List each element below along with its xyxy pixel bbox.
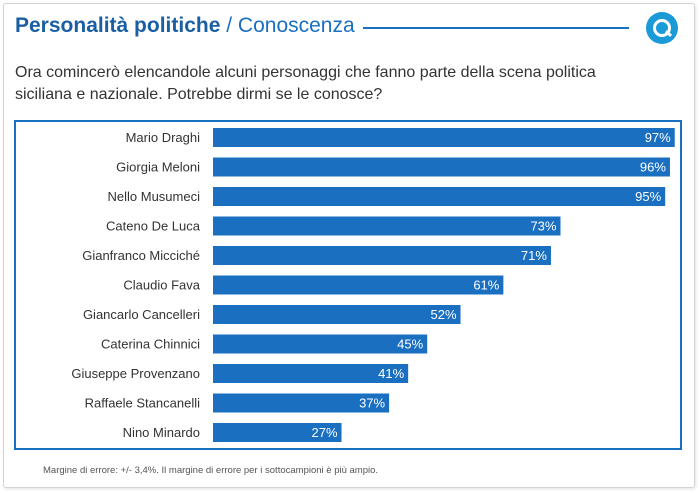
- value-label: 45%: [397, 337, 423, 352]
- title-rule: [363, 27, 629, 29]
- value-label: 52%: [430, 307, 456, 322]
- title-separator: /: [226, 14, 233, 37]
- survey-question: Ora comincerò elencandole alcuni persona…: [15, 64, 596, 103]
- value-label: 73%: [530, 219, 556, 234]
- value-label: 61%: [473, 278, 499, 293]
- category-label: Caterina Chinnici: [101, 337, 200, 352]
- bar: [213, 423, 342, 442]
- category-label: Giuseppe Provenzano: [71, 366, 200, 381]
- bar-chart: Mario Draghi 97% Giorgia Meloni 96% Nello Mu…: [71, 128, 675, 442]
- category-label: Cateno De Luca: [106, 219, 201, 234]
- value-label: 71%: [521, 248, 547, 263]
- value-label: 41%: [378, 366, 404, 381]
- title-main: Personalità politiche: [15, 14, 221, 37]
- search-circle-icon: [646, 12, 678, 44]
- category-label: Claudio Fava: [123, 278, 200, 293]
- value-label: 95%: [635, 189, 661, 204]
- value-label: 37%: [359, 396, 385, 411]
- bar: [213, 364, 409, 383]
- chart-frame: [14, 120, 682, 450]
- value-label: 96%: [640, 160, 666, 175]
- bar: [213, 393, 390, 413]
- bar: [213, 128, 675, 147]
- value-label: 27%: [311, 425, 337, 440]
- category-label: Giancarlo Cancelleri: [83, 307, 200, 322]
- bar: [213, 246, 551, 265]
- category-label: Nino Minardo: [123, 425, 200, 440]
- value-label: 97%: [645, 130, 671, 145]
- footnote: Margine di errore: +/- 3,4%. Il margine …: [43, 465, 379, 476]
- page-title: Personalità politiche / Conoscenza: [15, 14, 355, 38]
- bar: [213, 157, 670, 177]
- card-frame: [3, 3, 695, 488]
- category-label: Giorgia Meloni: [116, 160, 200, 175]
- category-label: Gianfranco Micciché: [82, 248, 200, 263]
- category-label: Raffaele Stancanelli: [85, 396, 201, 411]
- bar: [213, 275, 504, 295]
- bar: [213, 334, 428, 354]
- category-label: Mario Draghi: [126, 130, 201, 145]
- title-sub: Conoscenza: [237, 14, 355, 37]
- bar: [213, 305, 461, 324]
- bar: [213, 216, 561, 236]
- category-label: Nello Musumeci: [108, 189, 201, 204]
- bar: [213, 187, 666, 206]
